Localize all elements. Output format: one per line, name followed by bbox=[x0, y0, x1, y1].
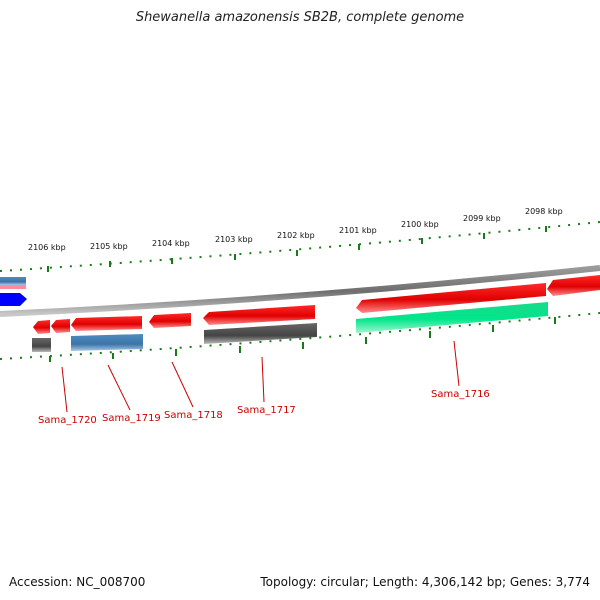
grey-feature-sama-1720 bbox=[32, 338, 51, 352]
gene-labels[interactable]: Sama_1720 Sama_1719 Sama_1718 Sama_1717 … bbox=[38, 389, 490, 426]
leader-line bbox=[171, 361, 194, 408]
scale-label: 2099 kbp bbox=[463, 214, 501, 223]
lower-ruler-dots bbox=[0, 312, 600, 360]
lower-scale-ruler bbox=[0, 312, 600, 362]
upper-scale-ruler bbox=[0, 221, 600, 272]
scale-label: 2103 kbp bbox=[215, 235, 253, 244]
leader-line bbox=[453, 340, 460, 387]
grey-feature-sama-1717 bbox=[204, 323, 317, 344]
scale-labels: 2106 kbp 2105 kbp 2104 kbp 2103 kbp 2102… bbox=[28, 207, 563, 252]
gene-label-sama-1717[interactable]: Sama_1717 bbox=[237, 405, 296, 416]
gene-arrow bbox=[51, 319, 70, 333]
leader-line bbox=[107, 364, 131, 411]
gene-label-sama-1716[interactable]: Sama_1716 bbox=[431, 389, 490, 400]
gene-arrow-right-edge bbox=[547, 275, 600, 296]
scale-label: 2104 kbp bbox=[152, 239, 190, 248]
scale-label: 2105 kbp bbox=[90, 242, 128, 251]
gene-label-sama-1719[interactable]: Sama_1719 bbox=[102, 413, 161, 424]
green-feature-sama-1716 bbox=[356, 302, 548, 333]
gene-arrow-sama-1716 bbox=[356, 283, 546, 313]
genome-backbone bbox=[0, 265, 600, 317]
pink-feature bbox=[0, 285, 26, 289]
upper-ruler-dots bbox=[0, 221, 600, 272]
left-edge-features bbox=[0, 277, 27, 306]
scale-label: 2100 kbp bbox=[401, 220, 439, 229]
blue-feature bbox=[0, 293, 27, 306]
gene-label-sama-1720[interactable]: Sama_1720 bbox=[38, 415, 97, 426]
gene-arrow-sama-1720 bbox=[33, 320, 50, 334]
minus-strand-features bbox=[32, 302, 548, 352]
scale-label: 2106 kbp bbox=[28, 243, 66, 252]
leader-line bbox=[261, 356, 265, 403]
steel-feature bbox=[0, 277, 26, 285]
gene-arrow-sama-1718 bbox=[149, 313, 191, 328]
plus-strand-features bbox=[356, 275, 600, 313]
steel-feature-sama-1719 bbox=[71, 334, 143, 351]
scale-label: 2098 kbp bbox=[525, 207, 563, 216]
leader-line bbox=[61, 366, 68, 413]
gene-label-sama-1718[interactable]: Sama_1718 bbox=[164, 410, 223, 421]
scale-label: 2102 kbp bbox=[277, 231, 315, 240]
map-title: Shewanella amazonensis SB2B, complete ge… bbox=[135, 10, 465, 25]
accession-text: Accession: NC_008700 bbox=[9, 575, 146, 589]
label-leaders bbox=[61, 340, 460, 413]
scale-label: 2101 kbp bbox=[339, 226, 377, 235]
topology-text: Topology: circular; Length: 4,306,142 bp… bbox=[260, 575, 590, 589]
gene-arrow-sama-1719 bbox=[71, 316, 142, 331]
gene-arrow-sama-1717 bbox=[203, 305, 315, 325]
